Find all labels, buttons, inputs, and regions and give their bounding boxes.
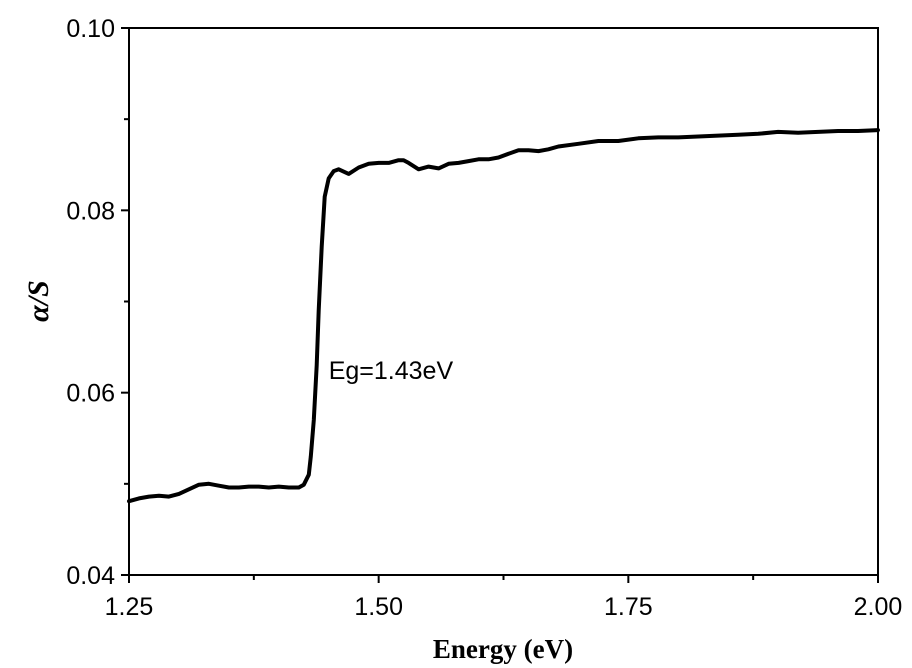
- x-axis-label: Energy (eV): [433, 634, 573, 664]
- y-tick-label: 0.08: [66, 197, 115, 225]
- x-tick-label: 1.25: [105, 593, 154, 621]
- tick-labels: 1.25 1.50 1.75 2.00 0.04 0.06 0.08 0.10: [66, 15, 902, 621]
- data-series-line: [129, 130, 878, 501]
- y-axis-label: α/S: [22, 280, 55, 322]
- ticks: [121, 28, 878, 583]
- x-tick-label: 2.00: [854, 593, 903, 621]
- x-tick-label: 1.75: [604, 593, 653, 621]
- y-tick-label: 0.04: [66, 562, 115, 590]
- bandgap-annotation: Eg=1.43eV: [329, 357, 454, 385]
- y-tick-label: 0.06: [66, 380, 115, 408]
- y-tick-label: 0.10: [66, 15, 115, 43]
- x-tick-label: 1.50: [354, 593, 403, 621]
- plot-frame: [129, 28, 878, 575]
